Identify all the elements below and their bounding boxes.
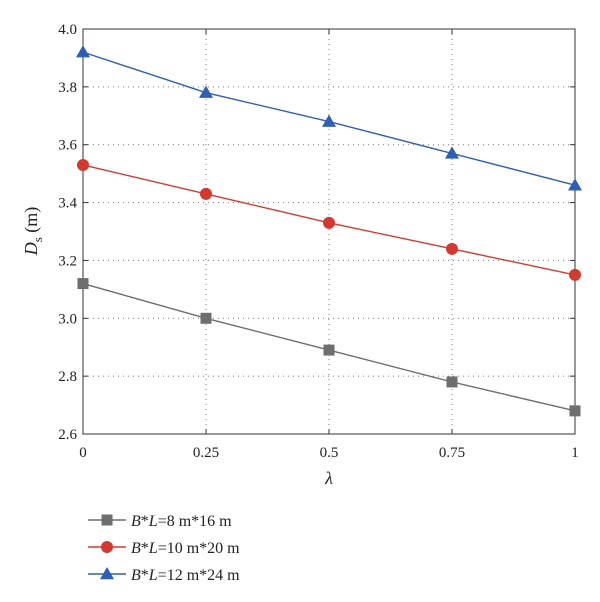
series-group — [76, 45, 582, 417]
data-point — [323, 216, 335, 229]
series-3 — [76, 45, 582, 191]
legend-marker — [101, 541, 113, 553]
legend-label-part: * — [141, 567, 149, 584]
x-tick-label: 0.75 — [439, 445, 465, 461]
y-axis-label: Ds (m) — [21, 207, 45, 257]
x-axis-label: λ — [324, 468, 333, 488]
legend-label-part: * — [141, 513, 149, 530]
series-2 — [77, 158, 581, 281]
y-axis-label-sub: s — [30, 237, 45, 242]
data-point — [446, 376, 458, 388]
x-tick-label: 0.5 — [320, 445, 339, 461]
legend-item-2: B*L=10 m*20 m — [88, 540, 240, 557]
legend-marker — [100, 567, 114, 580]
legend-item-3: B*L=12 m*24 m — [88, 567, 240, 584]
legend-label-part: L — [148, 513, 158, 530]
y-tick-label: 3.0 — [58, 311, 77, 327]
legend: B*L=8 m*16 mB*L=10 m*20 mB*L=12 m*24 m — [88, 513, 240, 584]
y-tick-label: 2.6 — [58, 427, 77, 443]
x-tick-label: 0 — [79, 445, 87, 461]
legend-label-part: L — [148, 567, 158, 584]
y-tick-label: 3.8 — [58, 80, 77, 96]
x-tick-label: 0.25 — [193, 445, 219, 461]
legend-label-part: =8 m*16 m — [158, 513, 232, 530]
grid — [83, 29, 575, 434]
y-tick-label: 3.6 — [58, 138, 77, 154]
data-point — [569, 268, 581, 281]
data-point — [200, 312, 212, 324]
y-tick-label: 3.2 — [58, 253, 77, 269]
legend-item-1: B*L=8 m*16 m — [88, 513, 232, 530]
x-axis: 0 0.25 0.5 0.75 1 — [79, 29, 579, 461]
legend-label: B*L=10 m*20 m — [131, 540, 240, 557]
data-point — [199, 85, 213, 98]
legend-label-part: * — [141, 540, 149, 557]
legend-label-part: B — [131, 567, 141, 584]
data-point — [446, 242, 458, 255]
data-point — [445, 146, 459, 159]
legend-label-part: L — [148, 540, 158, 557]
data-point — [322, 114, 336, 127]
legend-label: B*L=8 m*16 m — [131, 513, 232, 530]
legend-label: B*L=12 m*24 m — [131, 567, 240, 584]
data-point — [200, 187, 212, 200]
y-tick-label: 2.8 — [58, 369, 77, 385]
legend-label-part: =12 m*24 m — [158, 567, 240, 584]
legend-label-part: =10 m*20 m — [158, 540, 240, 557]
series-1 — [77, 278, 581, 417]
y-axis: 2.6 2.8 3.0 3.2 3.4 3.6 3.8 4.0 — [58, 22, 575, 443]
legend-marker — [101, 514, 113, 526]
legend-label-part: B — [131, 540, 141, 557]
legend-label-part: B — [131, 513, 141, 530]
x-tick-label: 1 — [571, 445, 579, 461]
data-point — [77, 278, 89, 290]
data-point — [77, 158, 89, 171]
data-point — [569, 405, 581, 417]
y-tick-label: 3.4 — [58, 196, 77, 212]
data-point — [323, 344, 335, 356]
y-tick-label: 4.0 — [58, 22, 77, 38]
y-axis-label-unit: (m) — [21, 207, 42, 238]
data-point — [568, 178, 582, 191]
y-axis-label-main: D — [21, 242, 41, 256]
data-point — [76, 45, 90, 58]
